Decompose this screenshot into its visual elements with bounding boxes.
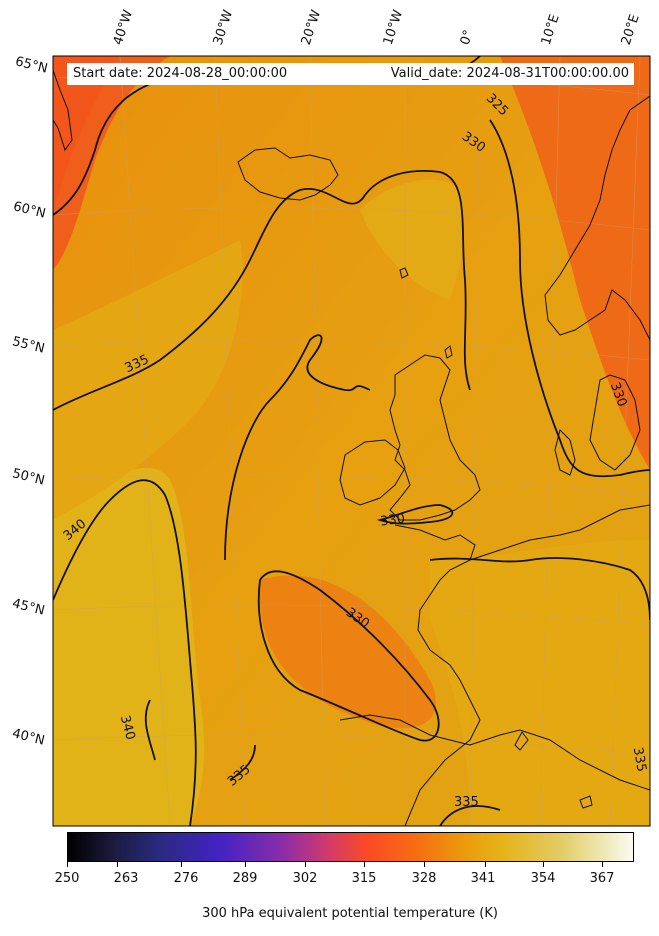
colorbar-tick [485,862,486,867]
colorbar-tick-label: 276 [173,871,199,886]
colorbar-tick-label: 302 [292,871,318,886]
map-field: 325 330 335 340 330 340 330 335 335 335 … [53,56,650,826]
colorbar-tick [117,862,118,867]
map-frame [52,55,651,827]
colorbar-tick-label: 328 [411,871,437,886]
contour-label: 330 [379,511,406,529]
colorbar-tick [67,862,68,867]
colorbar-tick [543,862,544,867]
contour-label: 340 [117,714,138,742]
coastlines [53,69,650,826]
colorbar-title: 300 hPa equivalent potential temperature… [202,906,498,921]
colorbar-tick [424,862,425,867]
colorbar [67,832,634,862]
colorbar-tick [602,862,603,867]
colorbar-tick-label: 315 [351,871,377,886]
colorbar-tick [305,862,306,867]
contour-lines [53,56,650,826]
colorbar-tick-label: 354 [530,871,556,886]
colorbar-tick-label: 263 [113,871,139,886]
colorbar-tick [364,862,365,867]
valid-date-text: Valid_date: 2024-08-31T00:00:00.00 [390,66,629,81]
colorbar-tick-label: 250 [54,871,80,886]
start-date-text: Start date: 2024-08-28_00:00:00 [73,66,288,81]
colorbar-tick-label: 367 [589,871,615,886]
date-info-bar: Start date: 2024-08-28_00:00:00 Valid_da… [67,63,634,85]
colorbar-tick [181,862,182,867]
colorbar-tick-label: 289 [232,871,258,886]
colorbar-tick [245,862,246,867]
contour-label: 335 [630,746,649,773]
colorbar-tick-label: 341 [470,871,496,886]
contour-label: 335 [454,795,479,810]
